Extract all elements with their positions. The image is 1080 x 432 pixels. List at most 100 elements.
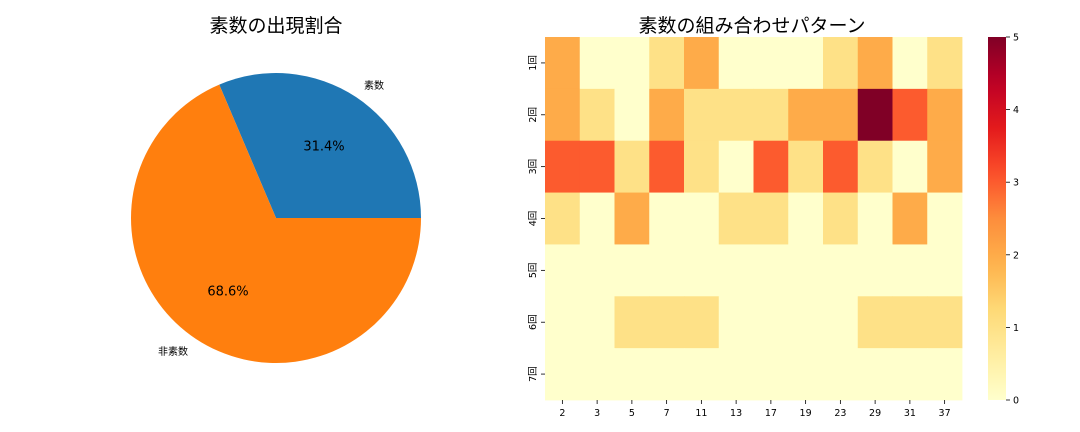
x-tick-label: 37 [939,408,951,419]
heatmap-cell [892,140,928,193]
x-tick-label: 7 [664,408,670,419]
pie-percent-label: 68.6% [207,285,248,300]
y-tick-label: 2回 [528,107,539,123]
heatmap-cell [788,348,824,401]
colorbar-tick-label: 0 [1013,396,1019,407]
pie-slice [131,84,422,364]
heatmap-cell [614,348,650,401]
colorbar-tick-label: 3 [1013,178,1019,189]
heatmap-cell [684,192,720,245]
heatmap-cell [649,140,685,193]
heatmap-cell [545,140,581,193]
x-tick-label: 19 [800,408,812,419]
heatmap-cell [788,37,824,90]
heatmap-cell [649,244,685,297]
heatmap-cell [857,296,893,349]
heatmap-cell [857,192,893,245]
heatmap-cell [753,37,789,90]
heatmap-cell [927,348,963,401]
heatmap-cell [927,192,963,245]
heatmap-cell [823,192,859,245]
pie-slice-label: 非素数 [158,345,188,358]
heatmap-cell [753,296,789,349]
heatmap-cell [718,140,754,193]
heatmap-cell [684,244,720,297]
heatmap-cell [545,88,581,142]
heatmap-cell [684,140,720,193]
heatmap-cell [649,192,685,245]
heatmap-title: 素数の組み合わせパターン [638,15,865,37]
x-tick-label: 31 [904,408,916,419]
colorbar-tick-label: 5 [1013,33,1019,44]
heatmap-cell [545,244,581,297]
heatmap-cell [857,140,893,193]
heatmap-cell [545,192,581,245]
heatmap-cell [718,244,754,297]
heatmap-cell [545,37,581,90]
y-tick-label: 7回 [528,366,539,382]
heatmap-cell [927,37,963,90]
heatmap-cell [579,140,615,193]
colorbar-tick-label: 2 [1013,250,1019,261]
heatmap-cell [927,244,963,297]
x-tick-label: 29 [869,408,881,419]
heatmap-cell [614,140,650,193]
heatmap-cell [649,88,685,142]
heatmap-cell [545,296,581,349]
heatmap-cell [753,88,789,142]
heatmap-cell [579,296,615,349]
heatmap-cell [823,296,859,349]
heatmap-cell [684,296,720,349]
heatmap-cell [684,348,720,401]
heatmap-cell [753,348,789,401]
heatmap-cell [718,296,754,349]
y-tick-label: 5回 [528,263,539,279]
x-tick-label: 5 [629,408,635,419]
heatmap-cell [823,348,859,401]
heatmap-cell [788,88,824,142]
heatmap-cell [684,88,720,142]
x-tick-label: 11 [695,408,707,419]
y-tick-label: 3回 [528,159,539,175]
heatmap-cell [649,296,685,349]
y-tick-label: 6回 [528,314,539,330]
heatmap-cell [892,88,928,142]
heatmap-cell [753,244,789,297]
heatmap-cell [823,88,859,142]
pie-slice [219,73,421,218]
x-tick-label: 17 [765,408,777,419]
heatmap-cell [579,348,615,401]
heatmap-cell [927,296,963,349]
heatmap-cell [753,140,789,193]
heatmap-cell [857,88,893,142]
pie-chart: 素数の出現割合 31.4% 素数 68.6% 非素数 [131,15,422,364]
heatmap-cell [718,88,754,142]
heatmap-cell [718,348,754,401]
heatmap-cell [614,88,650,142]
colorbar-tick-label: 1 [1013,323,1019,334]
heatmap-cell [857,244,893,297]
y-tick-label: 4回 [528,211,539,227]
heatmap-cell [788,244,824,297]
y-tick-label: 1回 [528,55,539,71]
heatmap-cell [892,192,928,245]
heatmap-cell [579,37,615,90]
heatmap-cell [614,244,650,297]
heatmap-cell [892,348,928,401]
heatmap-cell [718,37,754,90]
heatmap-cell [579,244,615,297]
pie-percent-label: 31.4% [303,139,344,154]
x-tick-label: 2 [559,408,565,419]
heatmap-cell [788,192,824,245]
x-tick-label: 3 [594,408,600,419]
heatmap-cell [927,88,963,142]
x-tick-label: 23 [834,408,846,419]
x-tick-label: 13 [730,408,742,419]
heatmap-cell [753,192,789,245]
heatmap-cell [614,192,650,245]
heatmap-cell [614,296,650,349]
heatmap-cell [614,37,650,90]
heatmap-cell [579,192,615,245]
heatmap-cell [788,296,824,349]
